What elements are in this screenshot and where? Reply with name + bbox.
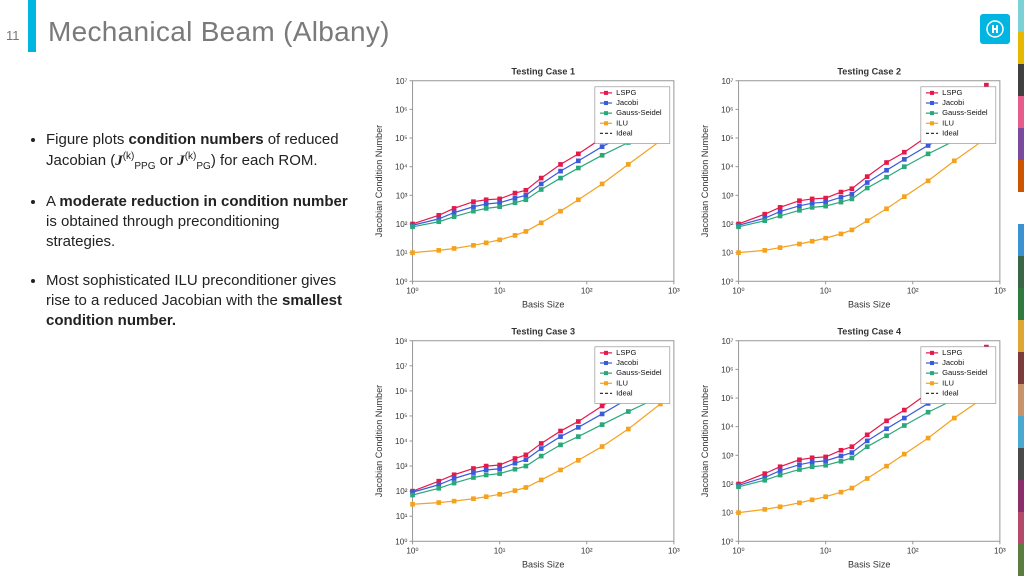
svg-text:10⁰: 10⁰	[395, 277, 407, 286]
svg-text:10¹: 10¹	[820, 286, 832, 295]
svg-text:10⁴: 10⁴	[395, 437, 408, 446]
svg-text:Jacobi: Jacobi	[942, 98, 964, 107]
svg-text:10¹: 10¹	[820, 547, 832, 556]
svg-text:10²: 10²	[396, 487, 408, 496]
accent-bar	[28, 0, 36, 52]
svg-text:ILU: ILU	[942, 378, 954, 387]
svg-text:Basis Size: Basis Size	[522, 300, 565, 310]
svg-text:10⁶: 10⁶	[395, 105, 407, 114]
svg-text:10⁷: 10⁷	[722, 337, 734, 346]
side-stripe	[1018, 0, 1024, 576]
svg-text:LSPG: LSPG	[616, 348, 636, 357]
svg-text:10⁸: 10⁸	[395, 337, 407, 346]
bullet-list: Figure plots condition numbers of reduce…	[30, 130, 350, 349]
svg-text:10¹: 10¹	[396, 512, 408, 521]
svg-text:Testing Case 1: Testing Case 1	[511, 67, 575, 77]
svg-text:10⁶: 10⁶	[721, 366, 733, 375]
svg-text:Jacobian Condition Number: Jacobian Condition Number	[374, 125, 384, 237]
svg-text:Jacobian Condition Number: Jacobian Condition Number	[374, 385, 384, 497]
svg-text:Ideal: Ideal	[616, 128, 633, 137]
logo-icon	[980, 14, 1010, 44]
svg-text:LSPG: LSPG	[942, 88, 962, 97]
svg-text:10³: 10³	[668, 547, 680, 556]
svg-text:Gauss-Seidel: Gauss-Seidel	[942, 108, 988, 117]
chart-panel: Testing Case 3 10⁰ 10¹ 10² 10³ 10⁰ 10¹ 10² 10³ 10…	[370, 320, 684, 574]
bullet-item: Figure plots condition numbers of reduce…	[46, 130, 350, 174]
svg-text:Jacobian Condition Number: Jacobian Condition Number	[700, 125, 710, 237]
svg-text:10³: 10³	[668, 286, 680, 295]
page-title: Mechanical Beam (Albany)	[48, 16, 390, 48]
svg-text:10⁴: 10⁴	[721, 163, 734, 172]
svg-text:Jacobi: Jacobi	[616, 98, 638, 107]
svg-text:Ideal: Ideal	[942, 128, 959, 137]
chart-panel: Testing Case 1 10⁰ 10¹ 10² 10³ 10⁰ 10¹ 10² 10³ 10…	[370, 60, 684, 314]
svg-text:10⁷: 10⁷	[722, 77, 734, 86]
svg-text:10¹: 10¹	[722, 509, 734, 518]
svg-text:ILU: ILU	[616, 378, 628, 387]
svg-text:10³: 10³	[994, 547, 1006, 556]
svg-text:10⁵: 10⁵	[721, 134, 733, 143]
svg-text:Ideal: Ideal	[942, 389, 959, 398]
svg-text:Basis Size: Basis Size	[848, 300, 891, 310]
chart-panel: Testing Case 2 10⁰ 10¹ 10² 10³ 10⁰ 10¹ 10² 10³ 10…	[696, 60, 1010, 314]
svg-text:10²: 10²	[722, 480, 734, 489]
svg-text:10²: 10²	[581, 547, 593, 556]
svg-text:10⁰: 10⁰	[406, 286, 418, 295]
svg-text:10⁰: 10⁰	[395, 537, 407, 546]
svg-text:Gauss-Seidel: Gauss-Seidel	[616, 368, 662, 377]
page-number: 11	[6, 28, 20, 43]
svg-text:10⁰: 10⁰	[721, 537, 733, 546]
svg-text:10⁶: 10⁶	[721, 105, 733, 114]
svg-text:Jacobi: Jacobi	[616, 358, 638, 367]
svg-text:10²: 10²	[907, 547, 919, 556]
svg-text:10⁰: 10⁰	[732, 286, 744, 295]
svg-text:ILU: ILU	[942, 118, 954, 127]
svg-text:10⁰: 10⁰	[406, 547, 418, 556]
svg-text:10⁵: 10⁵	[395, 412, 407, 421]
bullet-item: Most sophisticated ILU preconditioner gi…	[46, 271, 350, 332]
svg-text:Gauss-Seidel: Gauss-Seidel	[942, 368, 988, 377]
svg-text:10²: 10²	[396, 220, 408, 229]
svg-text:10⁶: 10⁶	[395, 387, 407, 396]
svg-text:10⁷: 10⁷	[396, 77, 408, 86]
svg-text:10²: 10²	[581, 286, 593, 295]
svg-text:Basis Size: Basis Size	[522, 560, 565, 570]
svg-text:10⁴: 10⁴	[721, 423, 734, 432]
svg-text:Gauss-Seidel: Gauss-Seidel	[616, 108, 662, 117]
svg-text:10³: 10³	[396, 191, 408, 200]
svg-text:Ideal: Ideal	[616, 389, 633, 398]
chart-grid: Testing Case 1 10⁰ 10¹ 10² 10³ 10⁰ 10¹ 10² 10³ 10…	[370, 60, 1010, 566]
svg-text:10²: 10²	[722, 220, 734, 229]
svg-text:10³: 10³	[396, 462, 408, 471]
svg-text:Testing Case 2: Testing Case 2	[837, 67, 901, 77]
svg-text:10⁷: 10⁷	[396, 362, 408, 371]
svg-text:Jacobian Condition Number: Jacobian Condition Number	[700, 385, 710, 497]
chart-panel: Testing Case 4 10⁰ 10¹ 10² 10³ 10⁰ 10¹ 10² 10³ 10…	[696, 320, 1010, 574]
svg-text:10¹: 10¹	[494, 286, 506, 295]
svg-text:Testing Case 4: Testing Case 4	[837, 327, 902, 337]
svg-text:LSPG: LSPG	[942, 348, 962, 357]
svg-text:Testing Case 3: Testing Case 3	[511, 327, 575, 337]
svg-text:Basis Size: Basis Size	[848, 560, 891, 570]
svg-text:10¹: 10¹	[722, 249, 734, 258]
svg-text:10⁵: 10⁵	[721, 394, 733, 403]
svg-text:10²: 10²	[907, 286, 919, 295]
svg-text:LSPG: LSPG	[616, 88, 636, 97]
svg-text:ILU: ILU	[616, 118, 628, 127]
svg-text:10¹: 10¹	[396, 249, 408, 258]
svg-text:10³: 10³	[722, 191, 734, 200]
svg-text:Jacobi: Jacobi	[942, 358, 964, 367]
slide: 11 Mechanical Beam (Albany) Figure plots…	[0, 0, 1024, 576]
svg-text:10³: 10³	[994, 286, 1006, 295]
svg-text:10⁵: 10⁵	[395, 134, 407, 143]
svg-text:10¹: 10¹	[494, 547, 506, 556]
svg-text:10⁰: 10⁰	[721, 277, 733, 286]
svg-text:10⁴: 10⁴	[395, 163, 408, 172]
svg-text:10³: 10³	[722, 452, 734, 461]
bullet-item: A moderate reduction in condition number…	[46, 192, 350, 253]
svg-text:10⁰: 10⁰	[732, 547, 744, 556]
